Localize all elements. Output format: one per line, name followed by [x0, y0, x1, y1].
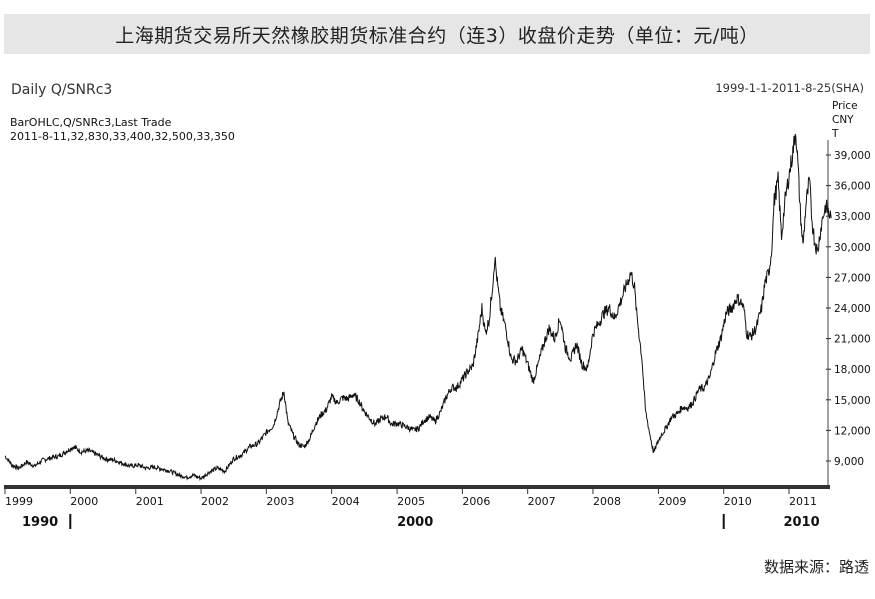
x-tick-label: 2011 [789, 495, 817, 508]
unit-label-tonne: T [832, 128, 839, 140]
x-tick-label: 2006 [462, 495, 490, 508]
y-tick-label: 39,000 [834, 150, 871, 162]
y-tick-label: 15,000 [834, 395, 871, 407]
y-tick-label: 30,000 [834, 242, 871, 254]
decade-label: 2000 [397, 515, 433, 530]
data-source: 数据来源：路透 [763, 558, 869, 576]
chart-title: 上海期货交易所天然橡胶期货标准合约（连3）收盘价走势（单位：元/吨） [4, 14, 870, 54]
series-description: BarOHLC,Q/SNRc3,Last Trade [10, 116, 172, 129]
x-tick-label: 2001 [136, 495, 164, 508]
x-tick-label: 2005 [397, 495, 425, 508]
y-tick-label: 24,000 [834, 303, 871, 315]
price-line [4, 133, 832, 482]
y-tick-label: 18,000 [834, 364, 871, 376]
decade-label: 1990 [22, 515, 58, 530]
x-tick-label: 2002 [201, 495, 229, 508]
x-tick-label: 2007 [528, 495, 556, 508]
x-tick-label: 2010 [724, 495, 752, 508]
last-bar-values: 2011-8-11,32,830,33,400,32,500,33,350 [10, 130, 235, 143]
y-tick-label: 36,000 [834, 181, 871, 193]
y-tick-label: 21,000 [834, 334, 871, 346]
x-tick-label: 2000 [70, 495, 98, 508]
y-tick-label: 27,000 [834, 272, 871, 284]
x-axis-bar [4, 485, 830, 489]
x-tick-label: 2004 [332, 495, 360, 508]
y-tick-label: 12,000 [834, 425, 871, 437]
x-tick-label: 2003 [266, 495, 294, 508]
x-tick-label: 2008 [593, 495, 621, 508]
y-tick-label: 33,000 [834, 211, 871, 223]
x-tick-label: 1999 [5, 495, 33, 508]
chart-name: Daily Q/SNRc3 [11, 82, 113, 98]
unit-label-currency: CNY [832, 114, 854, 126]
x-tick-label: 2009 [658, 495, 686, 508]
date-range: 1999-1-1-2011-8-25(SHA) [715, 81, 864, 95]
y-tick-label: 9,000 [834, 456, 864, 468]
decade-label: 2010 [783, 515, 819, 530]
unit-label-price: Price [832, 100, 858, 112]
